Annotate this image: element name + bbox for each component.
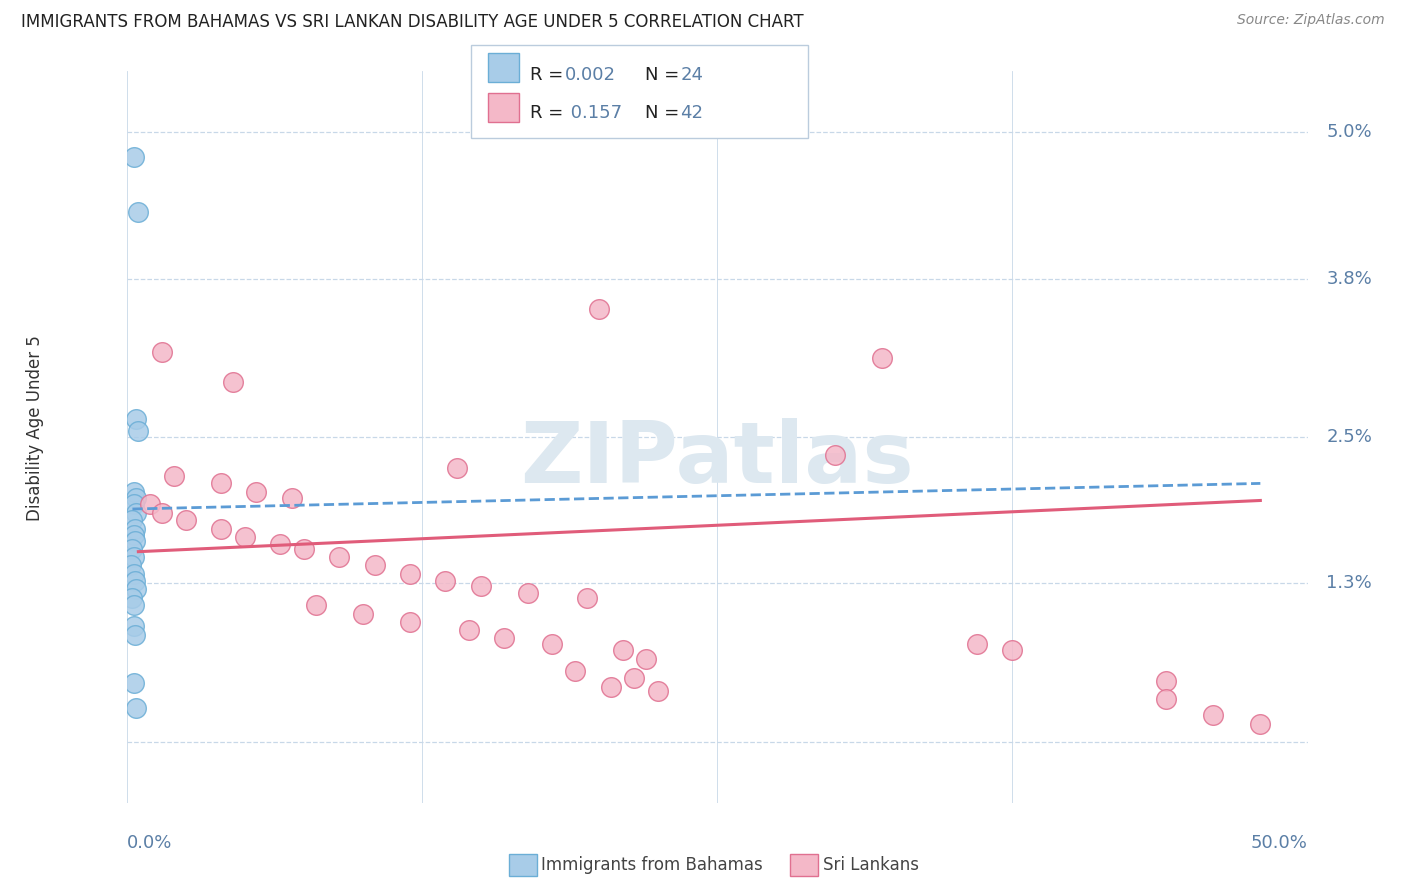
Point bbox=[636, 652, 658, 666]
Point bbox=[304, 599, 326, 613]
Point bbox=[122, 497, 145, 511]
Text: 0.002: 0.002 bbox=[565, 66, 616, 84]
Point bbox=[446, 460, 468, 475]
Point bbox=[540, 637, 562, 651]
Point bbox=[363, 558, 385, 573]
Point bbox=[1001, 643, 1024, 657]
Point bbox=[120, 558, 142, 573]
Point bbox=[281, 491, 304, 505]
Text: IMMIGRANTS FROM BAHAMAS VS SRI LANKAN DISABILITY AGE UNDER 5 CORRELATION CHART: IMMIGRANTS FROM BAHAMAS VS SRI LANKAN DI… bbox=[21, 13, 804, 31]
Text: 24: 24 bbox=[681, 66, 703, 84]
Point bbox=[122, 599, 145, 613]
Point bbox=[122, 485, 145, 500]
Point bbox=[122, 566, 145, 581]
Point bbox=[125, 491, 148, 505]
Point bbox=[872, 351, 894, 365]
Point bbox=[470, 579, 492, 593]
Point bbox=[434, 574, 457, 588]
Point bbox=[125, 700, 148, 714]
Point bbox=[122, 150, 145, 164]
Point bbox=[1154, 673, 1177, 688]
Text: 0.157: 0.157 bbox=[565, 104, 623, 122]
Point bbox=[576, 591, 599, 605]
Point bbox=[1154, 692, 1177, 706]
Point bbox=[124, 574, 146, 588]
Point bbox=[139, 497, 162, 511]
Point bbox=[1202, 708, 1225, 723]
Point bbox=[121, 591, 143, 605]
Text: Source: ZipAtlas.com: Source: ZipAtlas.com bbox=[1237, 13, 1385, 28]
Point bbox=[122, 619, 145, 633]
Point bbox=[647, 683, 669, 698]
Point bbox=[458, 623, 481, 637]
Text: 3.8%: 3.8% bbox=[1326, 269, 1372, 287]
Point bbox=[269, 537, 291, 551]
Text: 0.0%: 0.0% bbox=[127, 834, 172, 852]
Text: 5.0%: 5.0% bbox=[1326, 123, 1372, 141]
Text: R =: R = bbox=[530, 104, 569, 122]
Point bbox=[1249, 716, 1271, 731]
Point bbox=[150, 506, 173, 520]
Point bbox=[399, 615, 422, 630]
Point bbox=[233, 530, 256, 544]
Point bbox=[124, 627, 146, 641]
Point bbox=[352, 607, 374, 621]
Point bbox=[588, 302, 610, 317]
Point bbox=[599, 680, 621, 694]
Text: Disability Age Under 5: Disability Age Under 5 bbox=[27, 335, 44, 521]
Point bbox=[245, 485, 267, 500]
Point bbox=[124, 533, 146, 548]
Point bbox=[966, 637, 988, 651]
Point bbox=[125, 506, 148, 520]
Point bbox=[222, 375, 245, 389]
Text: 2.5%: 2.5% bbox=[1326, 428, 1372, 446]
Text: 42: 42 bbox=[681, 104, 703, 122]
Text: R =: R = bbox=[530, 66, 569, 84]
Text: 50.0%: 50.0% bbox=[1251, 834, 1308, 852]
Point bbox=[824, 448, 846, 462]
Point bbox=[209, 476, 232, 491]
Point bbox=[124, 521, 146, 535]
Point bbox=[564, 664, 586, 678]
Text: Sri Lankans: Sri Lankans bbox=[823, 856, 918, 874]
Point bbox=[125, 582, 148, 597]
Point bbox=[127, 204, 149, 219]
Point bbox=[623, 672, 645, 686]
Point bbox=[292, 542, 315, 557]
Text: Immigrants from Bahamas: Immigrants from Bahamas bbox=[541, 856, 763, 874]
Point bbox=[125, 412, 148, 426]
Point bbox=[122, 549, 145, 564]
Point bbox=[121, 513, 143, 527]
Point bbox=[209, 521, 232, 535]
Text: N =: N = bbox=[645, 104, 685, 122]
Point bbox=[517, 586, 540, 600]
Text: 1.3%: 1.3% bbox=[1326, 574, 1372, 592]
Point bbox=[122, 676, 145, 690]
Point bbox=[122, 527, 145, 541]
Text: ZIPatlas: ZIPatlas bbox=[520, 417, 914, 500]
Point bbox=[127, 424, 149, 438]
Point bbox=[399, 566, 422, 581]
Text: N =: N = bbox=[645, 66, 685, 84]
Point bbox=[174, 513, 197, 527]
Point bbox=[494, 632, 516, 646]
Point bbox=[163, 469, 186, 483]
Point bbox=[150, 344, 173, 359]
Point bbox=[328, 549, 350, 564]
Point bbox=[121, 542, 143, 557]
Point bbox=[612, 643, 634, 657]
